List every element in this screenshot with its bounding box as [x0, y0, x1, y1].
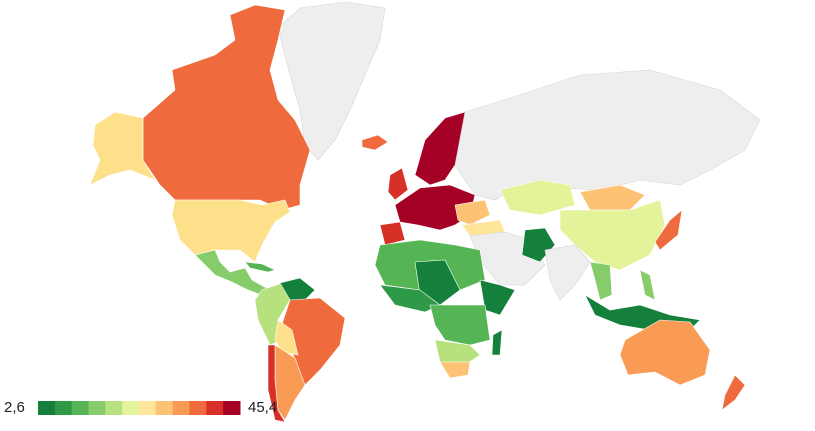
southeast-asia [589, 261, 613, 301]
legend-swatch [122, 401, 140, 415]
japan [654, 209, 683, 251]
uk [387, 167, 409, 201]
legend-min-label: 2,6 [4, 399, 25, 416]
countries [89, 1, 761, 423]
venezuela [279, 277, 316, 301]
alaska [89, 111, 156, 186]
legend-swatch [38, 401, 56, 415]
legend-max-label: 45,4 [248, 399, 277, 416]
legend-swatch [155, 401, 174, 415]
philippines [639, 269, 656, 301]
legend-swatch [88, 401, 106, 415]
central-africa [429, 304, 491, 346]
iceland [361, 134, 389, 151]
russia [454, 69, 761, 201]
balkans [454, 199, 491, 226]
legend-swatch [172, 401, 190, 415]
legend-swatch [139, 401, 157, 415]
legend-swatch [223, 401, 241, 415]
china [559, 199, 666, 271]
madagascar [491, 329, 503, 356]
south-africa [439, 361, 471, 379]
kazakhstan [499, 179, 576, 216]
south-africa-north [434, 339, 481, 366]
sahel [414, 259, 461, 306]
legend-swatch [206, 401, 224, 415]
legend-swatch [71, 401, 89, 415]
new-zealand [721, 374, 746, 411]
india [544, 244, 591, 301]
iberia [379, 221, 406, 246]
usa [171, 199, 291, 263]
legend-swatch [189, 401, 207, 415]
caribbean [244, 261, 276, 273]
legend-swatch [105, 401, 123, 415]
mongolia [579, 184, 646, 211]
legend-swatch [54, 401, 73, 415]
bolivia [274, 319, 299, 356]
australia [619, 319, 711, 386]
mexico [179, 239, 271, 296]
greenland [277, 1, 386, 161]
legend: 2,6 45,4 [4, 399, 277, 416]
chile [267, 344, 286, 423]
